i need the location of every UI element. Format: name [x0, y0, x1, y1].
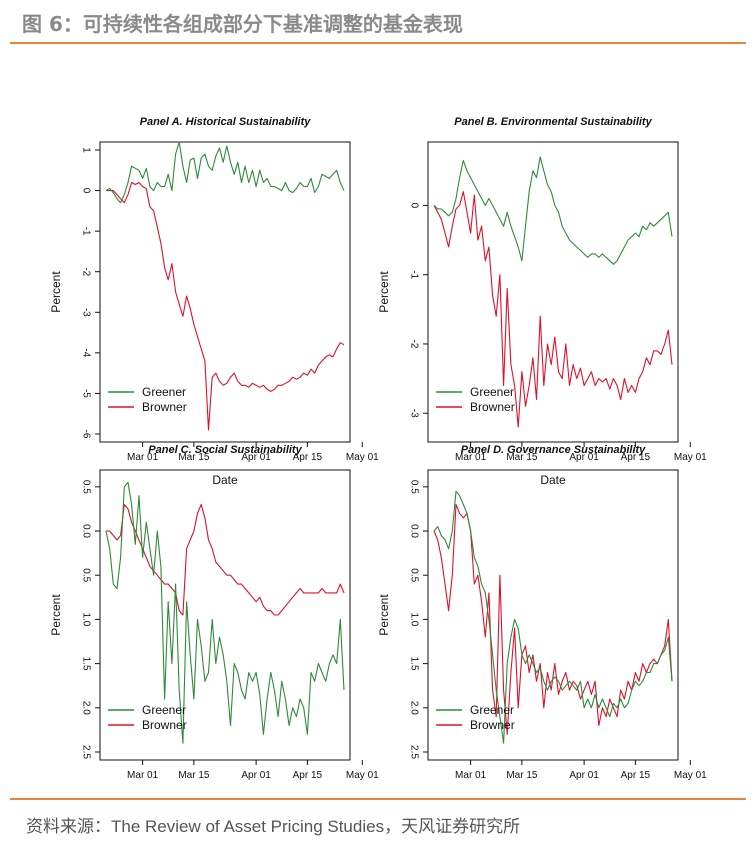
chart-panel-2: Panel C. Social Sustainability 0.5 0.0 0.5 1… [49, 444, 379, 780]
legend-label-browner: Browner [142, 718, 187, 732]
plot-frame [427, 469, 679, 761]
y-tick-label: 1.5 [80, 657, 91, 671]
y-tick-label: -4 [80, 348, 91, 357]
x-tick-label: Apr 01 [241, 452, 271, 463]
y-tick-label: -3 [408, 409, 419, 418]
source-note: 资料来源：The Review of Asset Pricing Studies… [26, 817, 521, 836]
x-tick-label: Mar 01 [455, 770, 487, 780]
bottom-divider [10, 798, 746, 800]
plot-frame [427, 141, 679, 443]
y-tick-label: 0.0 [80, 524, 91, 538]
chart-title: Panel C. Social Sustainability [148, 444, 302, 456]
series-line-greener [105, 141, 345, 204]
y-tick-label: 1.0 [408, 612, 419, 626]
y-axis-label: Percent [49, 594, 63, 636]
x-tick-label: May 01 [346, 770, 379, 780]
x-tick-label: May 01 [674, 452, 707, 463]
x-tick-label: Mar 01 [127, 770, 159, 780]
x-tick-label: Mar 01 [455, 452, 487, 463]
series-line-browner [433, 191, 673, 428]
y-tick-label: -6 [80, 430, 91, 439]
y-tick-label: 1 [80, 147, 91, 153]
x-tick-label: Apr 01 [569, 452, 599, 463]
x-tick-label: Apr 01 [241, 770, 271, 780]
y-tick-label: -1 [80, 227, 91, 236]
x-tick-label: Mar 01 [127, 452, 159, 463]
x-tick-label: Apr 15 [293, 452, 323, 463]
chart-title: Panel B. Environmental Sustainability [454, 116, 652, 128]
y-tick-label: 2.5 [80, 745, 91, 759]
chart-title: Panel D. Governance Sustainability [461, 444, 646, 456]
x-axis-label: Date [540, 473, 566, 487]
y-tick-label: 0.5 [80, 568, 91, 582]
y-tick-label: 0.5 [408, 480, 419, 494]
legend-label-greener: Greener [142, 703, 186, 717]
series-line-browner [106, 181, 345, 431]
series-line-browner [106, 503, 345, 616]
y-tick-label: -3 [80, 308, 91, 317]
chart-panel-3: Panel D. Governance Sustainability 0.5 0.0… [377, 444, 707, 780]
legend-label-browner: Browner [142, 400, 187, 414]
plot-frame [99, 469, 351, 761]
y-tick-label: -1 [408, 270, 419, 279]
y-tick-label: -5 [80, 389, 91, 398]
chart-panel-0: Panel A. Historical Sustainability 1 0 -1 -2… [49, 116, 379, 487]
series-line-greener [433, 156, 673, 265]
legend-label-browner: Browner [470, 718, 515, 732]
x-axis-label: Date [212, 473, 238, 487]
y-tick-label: 0.5 [80, 480, 91, 494]
x-tick-label: Apr 15 [621, 452, 651, 463]
plot-frame [99, 141, 351, 443]
legend-label-greener: Greener [470, 703, 514, 717]
series-line-browner [433, 503, 673, 735]
y-tick-label: 2.0 [80, 701, 91, 715]
x-tick-label: Apr 15 [621, 770, 651, 780]
y-tick-label: 1.5 [408, 657, 419, 671]
x-tick-label: Mar 15 [178, 452, 210, 463]
legend-label-greener: Greener [142, 385, 186, 399]
y-tick-label: -2 [80, 267, 91, 276]
y-tick-label: 0 [408, 203, 419, 209]
x-tick-label: Mar 15 [178, 770, 210, 780]
y-tick-label: 0.0 [408, 524, 419, 538]
y-tick-label: 0.5 [408, 568, 419, 582]
y-tick-label: 2.5 [408, 745, 419, 759]
chart-title: Panel A. Historical Sustainability [140, 116, 312, 128]
series-line-greener [105, 481, 345, 744]
x-tick-label: Apr 15 [293, 770, 323, 780]
y-axis-label: Percent [49, 271, 63, 313]
y-axis-label: Percent [377, 594, 391, 636]
series-line-greener [433, 490, 673, 744]
x-tick-label: May 01 [346, 452, 379, 463]
x-tick-label: Mar 15 [506, 452, 538, 463]
top-divider [10, 42, 746, 44]
charts-area: Panel A. Historical Sustainability 1 0 -1 -2… [49, 116, 707, 780]
legend-label-greener: Greener [470, 385, 514, 399]
chart-panel-1: Panel B. Environmental Sustainability 0 -1… [377, 116, 707, 487]
x-tick-label: Mar 15 [506, 770, 538, 780]
legend-label-browner: Browner [470, 400, 515, 414]
x-tick-label: Apr 01 [569, 770, 599, 780]
y-tick-label: 1.0 [80, 612, 91, 626]
y-axis-label: Percent [377, 271, 391, 313]
y-tick-label: 0 [80, 188, 91, 194]
x-tick-label: May 01 [674, 770, 707, 780]
y-tick-label: -2 [408, 339, 419, 348]
figure-title: 图 6：可持续性各组成部分下基准调整的基金表现 [22, 12, 463, 36]
y-tick-label: 2.0 [408, 701, 419, 715]
